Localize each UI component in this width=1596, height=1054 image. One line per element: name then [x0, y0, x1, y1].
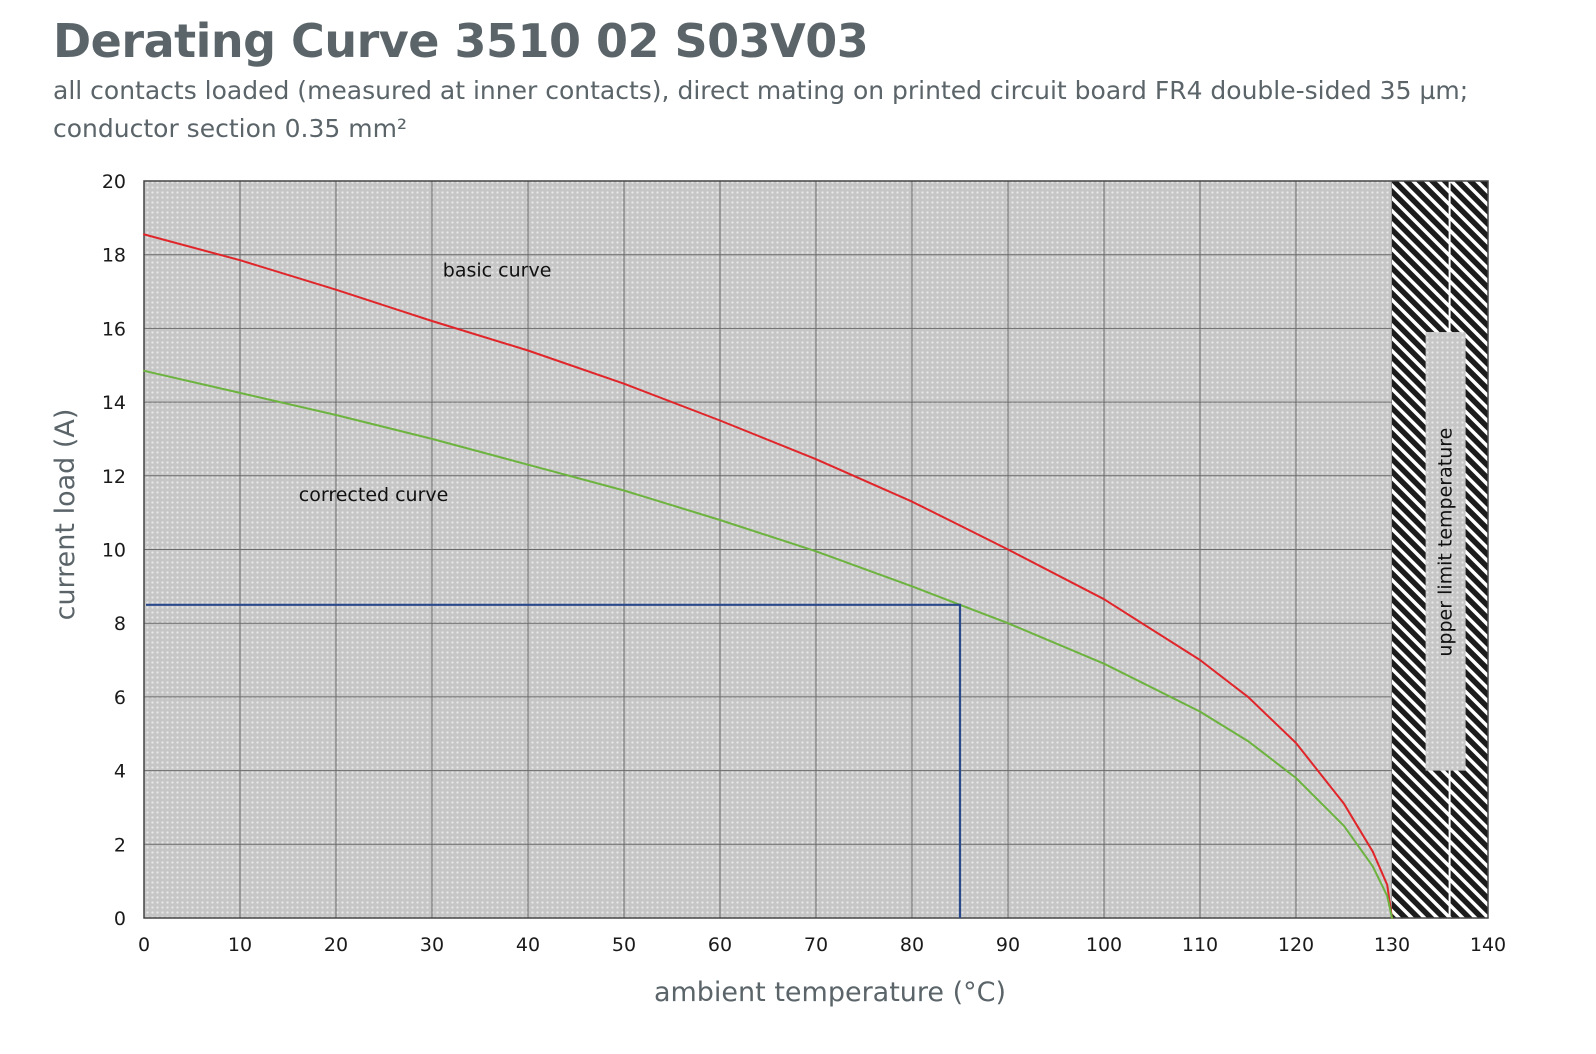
chart-subtitle: all contacts loaded (measured at inner c…: [53, 72, 1573, 148]
subtitle-line-2: conductor section 0.35 mm²: [53, 114, 407, 143]
y-tick-label-2: 4: [114, 761, 126, 783]
x-tick-label-10: 100: [1086, 934, 1122, 956]
y-tick-label-6: 12: [102, 466, 126, 488]
basic-curve-label: basic curve: [443, 259, 552, 281]
y-axis-title: current load (A): [50, 409, 81, 621]
x-tick-label-3: 30: [420, 934, 444, 956]
x-tick-label-7: 70: [804, 934, 828, 956]
x-tick-label-13: 130: [1374, 934, 1410, 956]
y-tick-label-4: 8: [114, 613, 126, 635]
y-tick-label-10: 20: [102, 171, 126, 193]
x-tick-label-5: 50: [612, 934, 636, 956]
y-tick-label-9: 18: [102, 245, 126, 267]
y-tick-labels: 0 2 4 6 8 10 12 14 16 18 20: [102, 171, 126, 930]
x-tick-labels: 0 10 20 30 40 50 60 70 80 90 100 110 120 130 140: [138, 934, 1506, 956]
x-tick-label-4: 40: [516, 934, 540, 956]
x-tick-label-0: 0: [138, 934, 150, 956]
x-tick-label-11: 110: [1182, 934, 1218, 956]
y-tick-label-5: 10: [102, 540, 126, 562]
subtitle-line-1: all contacts loaded (measured at inner c…: [53, 76, 1469, 105]
x-tick-label-9: 90: [996, 934, 1020, 956]
series-line-0: [143, 233, 1393, 919]
plot-frame: [143, 180, 1489, 919]
limit-label-box: [1425, 332, 1466, 771]
y-tick-label-1: 2: [114, 834, 126, 856]
x-tick-label-1: 10: [228, 934, 252, 956]
x-tick-label-12: 120: [1278, 934, 1314, 956]
reference-line: [146, 603, 962, 918]
upper-limit-label: upper limit temperature: [1434, 428, 1456, 657]
corrected-curve-label: corrected curve: [299, 484, 449, 506]
x-tick-label-8: 80: [900, 934, 924, 956]
y-tick-label-3: 6: [114, 687, 126, 709]
x-axis-title: ambient temperature (°C): [654, 977, 1006, 1008]
y-tick-label-0: 0: [114, 908, 126, 930]
y-tick-label-8: 16: [102, 318, 126, 340]
x-tick-label-14: 140: [1470, 934, 1506, 956]
x-tick-label-6: 60: [708, 934, 732, 956]
y-tick-label-7: 14: [102, 392, 126, 414]
chart-title: Derating Curve 3510 02 S03V03: [53, 14, 869, 68]
x-tick-label-2: 20: [324, 934, 348, 956]
